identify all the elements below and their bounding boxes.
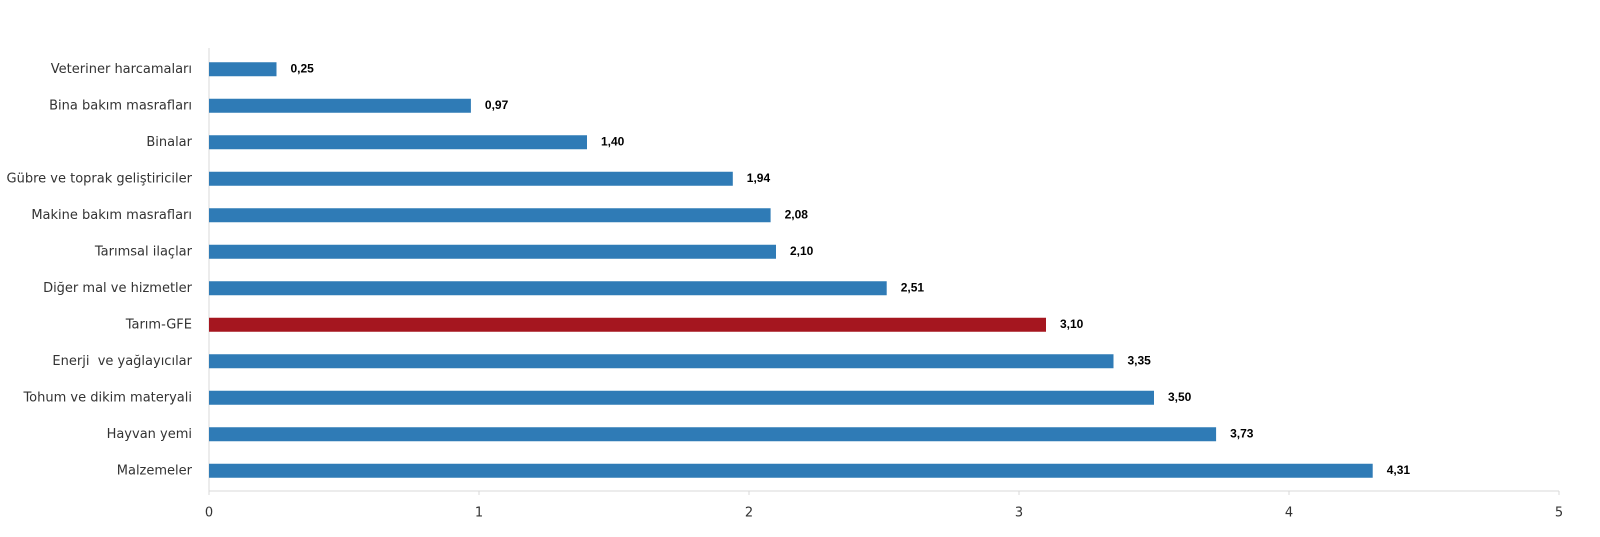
y-tick-label: Bina bakım masrafları: [49, 98, 192, 113]
data-label: 3,10: [1060, 317, 1084, 331]
y-tick-label: Malzemeler: [117, 463, 193, 478]
y-tick-label: Tohum ve dikim materyali: [22, 390, 192, 405]
data-label: 4,31: [1387, 463, 1411, 477]
y-tick-label: Makine bakım masrafları: [31, 208, 192, 223]
bar: [209, 135, 587, 150]
data-label: 2,51: [901, 280, 925, 294]
x-tick-label: 5: [1555, 506, 1563, 521]
bar: [209, 390, 1154, 405]
x-tick-label: 0: [205, 506, 213, 521]
y-tick-label: Hayvan yemi: [107, 427, 192, 442]
data-label: 3,35: [1128, 353, 1152, 367]
y-tick-label: Enerji ve yağlayıcılar: [52, 354, 192, 369]
bar: [209, 208, 771, 223]
bar: [209, 427, 1217, 442]
bar: [209, 354, 1114, 369]
bar: [209, 281, 887, 296]
y-tick-label: Veteriner harcamaları: [51, 62, 192, 77]
bar: [209, 98, 471, 113]
bar: [209, 62, 277, 77]
bar: [209, 171, 733, 186]
bar: [209, 463, 1373, 478]
y-tick-label: Tarım-GFE: [125, 317, 192, 332]
x-tick-label: 2: [745, 506, 753, 521]
bar: [209, 317, 1046, 332]
data-label: 3,73: [1230, 426, 1254, 440]
data-label: 0,97: [485, 98, 509, 112]
data-label: 1,94: [747, 171, 771, 185]
data-label: 2,10: [790, 244, 814, 258]
data-label: 1,40: [601, 134, 625, 148]
bar: [209, 244, 776, 259]
y-tick-label: Binalar: [146, 135, 192, 150]
data-label: 0,25: [291, 61, 315, 75]
data-label: 2,08: [785, 207, 809, 221]
data-label: 3,50: [1168, 390, 1192, 404]
y-tick-label: Tarımsal ilaçlar: [94, 244, 193, 259]
y-tick-label: Gübre ve toprak geliştiriciler: [7, 171, 193, 186]
x-tick-label: 1: [475, 506, 483, 521]
x-tick-label: 4: [1285, 506, 1293, 521]
y-tick-label: Diğer mal ve hizmetler: [43, 281, 193, 296]
x-tick-label: 3: [1015, 506, 1023, 521]
